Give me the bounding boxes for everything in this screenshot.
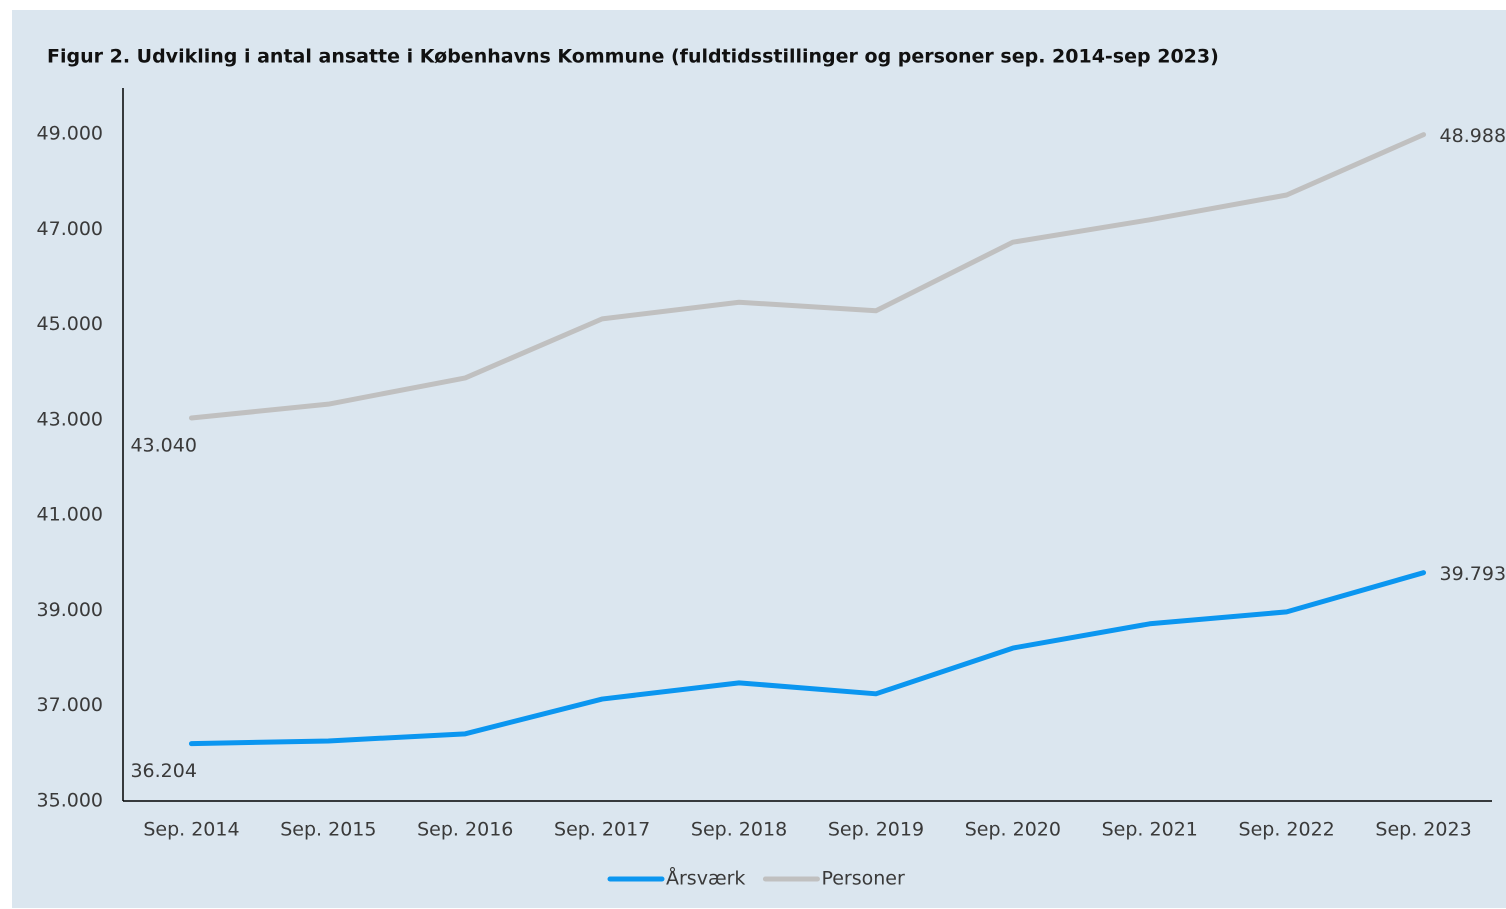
x-tick-label: Sep. 2019 [828,819,924,841]
y-tick-label: 43.000 [37,408,103,430]
chart-title: Figur 2. Udvikling i antal ansatte i Køb… [47,46,1219,68]
y-tick-label: 35.000 [37,790,103,812]
data-label: 36.204 [130,760,196,782]
legend-label: Personer [821,868,905,890]
x-tick-label: Sep. 2020 [965,819,1061,841]
x-tick-label: Sep. 2018 [691,819,787,841]
data-label: 39.793 [1440,563,1506,585]
x-tick-label: Sep. 2022 [1239,819,1335,841]
x-tick-label: Sep. 2017 [554,819,650,841]
y-tick-label: 39.000 [37,599,103,621]
y-tick-label: 45.000 [37,313,103,335]
legend-label: Årsværk [666,867,745,890]
x-tick-label: Sep. 2014 [143,819,239,841]
chart-background [12,10,1506,908]
x-tick-label: Sep. 2023 [1375,819,1471,841]
y-tick-label: 37.000 [37,694,103,716]
data-label: 43.040 [130,434,196,456]
x-tick-label: Sep. 2021 [1102,819,1198,841]
y-tick-label: 47.000 [37,218,103,240]
x-tick-label: Sep. 2015 [280,819,376,841]
y-tick-label: 49.000 [37,123,103,145]
data-line [188,132,1427,421]
x-tick-label: Sep. 2016 [417,819,513,841]
data-line [188,570,1427,747]
y-tick-label: 41.000 [37,504,103,526]
data-label: 48.988 [1440,125,1506,147]
